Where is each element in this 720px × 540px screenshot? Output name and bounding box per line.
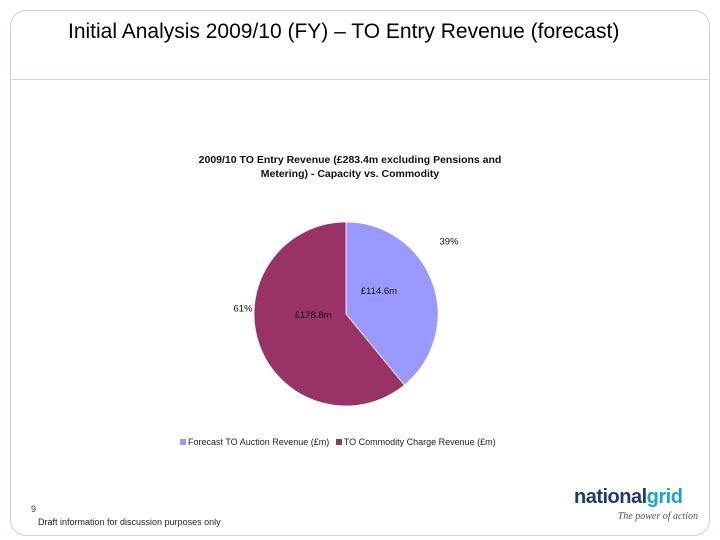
percent-label-commodity: 61% <box>233 304 253 315</box>
footer-note: Draft information for discussion purpose… <box>38 517 221 527</box>
pie-slice-auction <box>345 221 439 386</box>
logo-word-grid: grid <box>646 486 683 508</box>
legend-swatch-commodity <box>335 439 342 445</box>
logo-tagline: The power of action <box>617 511 698 522</box>
national-grid-logo: nationalgrid The power of action <box>574 486 698 526</box>
page-number: 9 <box>31 504 37 514</box>
slide-frame <box>10 10 710 536</box>
percent-label-auction: 39% <box>440 237 460 248</box>
legend-label-commodity: TO Commodity Charge Revenue (£m) <box>343 437 496 447</box>
chart-title: 2009/10 TO Entry Revenue (£283.4m exclud… <box>198 154 502 180</box>
logo-wordmark: nationalgrid <box>574 486 698 508</box>
logo-word-national: national <box>574 486 647 508</box>
legend-label-auction: Forecast TO Auction Revenue (£m) <box>188 437 330 447</box>
legend-item-auction: Forecast TO Auction Revenue (£m) <box>180 437 329 447</box>
legend-item-commodity: TO Commodity Charge Revenue (£m) <box>335 437 496 447</box>
pie-slice-commodity <box>253 221 405 407</box>
chart-legend: Forecast TO Auction Revenue (£m) TO Comm… <box>180 437 540 447</box>
value-label-commodity: £178.8m <box>295 310 332 321</box>
legend-swatch-auction <box>180 439 186 445</box>
slide-title: Initial Analysis 2009/10 (FY) – TO Entry… <box>68 20 620 43</box>
title-divider <box>10 79 710 80</box>
value-label-auction: £114.6m <box>361 286 397 297</box>
